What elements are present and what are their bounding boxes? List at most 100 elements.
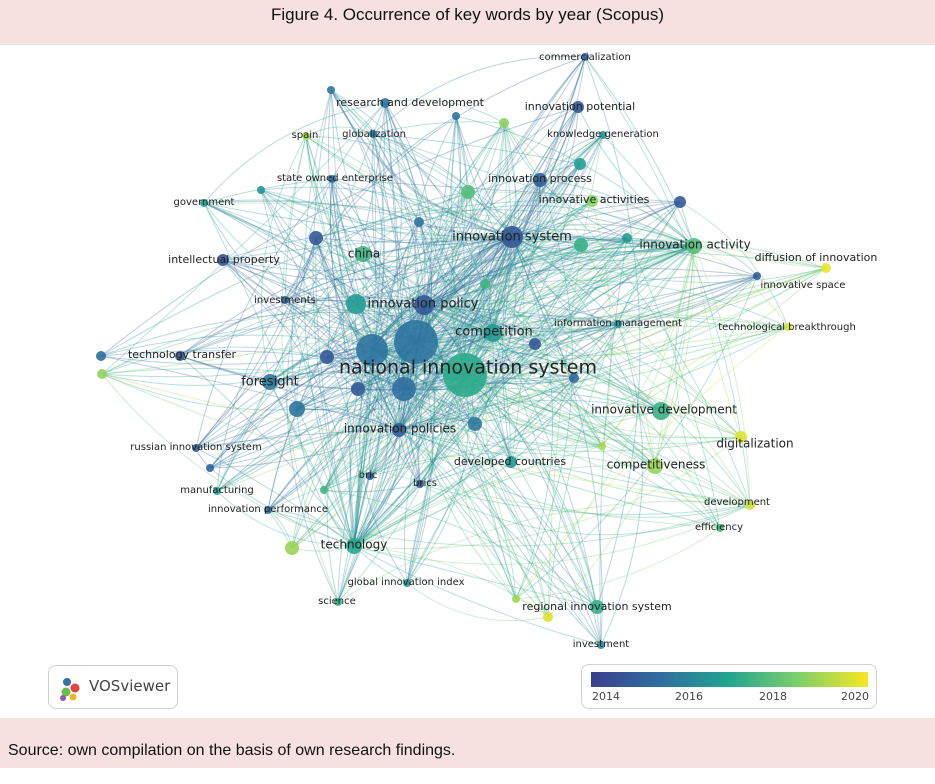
node-unlabeled[interactable] [309, 231, 323, 245]
node-technology[interactable] [346, 538, 362, 554]
node-technological-breakthrough[interactable] [784, 323, 792, 331]
node-unlabeled[interactable] [327, 86, 335, 94]
node-diffusion-of-innovation[interactable] [821, 263, 831, 273]
node-label-technology-transfer: technology transfer [128, 348, 236, 361]
node-unlabeled[interactable] [622, 233, 632, 243]
network-link [415, 244, 582, 343]
node-unlabeled[interactable] [289, 401, 305, 417]
network-link [464, 374, 751, 506]
node-commercialization[interactable] [581, 53, 589, 61]
node-unlabeled[interactable] [392, 377, 416, 401]
node-unlabeled[interactable] [499, 118, 509, 128]
network-link [515, 245, 695, 600]
node-unlabeled[interactable] [346, 294, 366, 314]
node-spain[interactable] [302, 132, 310, 140]
node-unlabeled[interactable] [674, 196, 686, 208]
node-manufacturing[interactable] [213, 487, 221, 495]
node-russian-innovation-system[interactable] [192, 444, 200, 452]
node-development[interactable] [745, 500, 755, 510]
node-china[interactable] [355, 246, 371, 262]
node-innovative-activities[interactable] [586, 195, 598, 207]
network-link [403, 323, 619, 391]
node-innovative-development[interactable] [652, 402, 670, 420]
node-unlabeled[interactable] [96, 351, 106, 361]
node-globalization[interactable] [369, 130, 377, 138]
node-unlabeled[interactable] [480, 279, 490, 289]
node-digitalization[interactable] [735, 431, 747, 443]
node-unlabeled[interactable] [529, 338, 541, 350]
network-link [464, 374, 742, 439]
network-link [423, 236, 513, 306]
node-investment[interactable] [597, 641, 605, 649]
network-link [179, 355, 400, 431]
network-link [403, 388, 602, 646]
node-innovation-potential[interactable] [572, 101, 584, 113]
node-unlabeled[interactable] [461, 185, 475, 199]
network-canvas[interactable]: national innovation system commercializat… [0, 45, 935, 718]
node-innovation-policies[interactable] [392, 423, 406, 437]
node-information-management[interactable] [614, 320, 622, 328]
network-link [100, 350, 328, 358]
node-label-research-and-development: research and development [336, 96, 485, 109]
node-unlabeled[interactable] [574, 238, 588, 252]
node-unlabeled[interactable] [468, 417, 482, 431]
node-unlabeled[interactable] [452, 112, 460, 120]
network-map[interactable]: national innovation system commercializat… [0, 45, 935, 718]
network-link [305, 135, 695, 248]
node-unlabeled[interactable] [543, 612, 553, 622]
node-intellectual-property[interactable] [217, 254, 229, 266]
node-regional-innovation-system[interactable] [590, 600, 604, 614]
node-unlabeled[interactable] [394, 320, 438, 364]
node-national-innovation-system[interactable] [443, 353, 487, 397]
node-bric[interactable] [366, 472, 374, 480]
node-unlabeled[interactable] [206, 464, 214, 472]
node-efficiency[interactable] [716, 524, 724, 532]
node-foresight[interactable] [262, 374, 278, 390]
node-unlabeled[interactable] [320, 486, 328, 494]
network-link [323, 237, 628, 491]
node-unlabeled[interactable] [257, 186, 265, 194]
node-innovation-process[interactable] [533, 173, 547, 187]
node-science[interactable] [334, 598, 342, 606]
node-competitiveness[interactable] [647, 458, 663, 474]
node-global-innovation-index[interactable] [403, 579, 411, 587]
node-innovation-system[interactable] [501, 226, 523, 248]
node-competition[interactable] [484, 324, 502, 342]
node-unlabeled[interactable] [414, 217, 424, 227]
node-unlabeled[interactable] [569, 373, 579, 383]
node-unlabeled[interactable] [320, 350, 334, 364]
network-link [403, 386, 662, 412]
node-brics[interactable] [416, 480, 424, 488]
node-unlabeled[interactable] [97, 369, 107, 379]
node-government[interactable] [200, 199, 208, 207]
network-link [415, 200, 593, 343]
network-link [511, 56, 586, 238]
node-research-and-development[interactable] [380, 98, 390, 108]
network-link [355, 236, 513, 305]
network-link [195, 237, 317, 449]
node-innovation-activity[interactable] [686, 238, 702, 254]
node-innovative-space[interactable] [753, 272, 761, 280]
network-link [474, 323, 619, 425]
network-link [406, 221, 436, 584]
node-unlabeled[interactable] [598, 442, 606, 450]
node-unlabeled[interactable] [351, 382, 365, 396]
node-investments[interactable] [281, 296, 289, 304]
node-unlabeled[interactable] [356, 334, 388, 366]
node-innovation-policy[interactable] [414, 295, 434, 315]
node-technology-transfer[interactable] [175, 351, 185, 361]
node-state-owned-enterprise[interactable] [328, 175, 336, 183]
node-unlabeled[interactable] [285, 541, 299, 555]
network-link [398, 429, 751, 518]
node-label-commercialization: commercialization [539, 52, 631, 63]
node-unlabeled[interactable] [574, 158, 586, 170]
network-link [284, 299, 400, 431]
network-link [539, 179, 628, 239]
node-developed-countries[interactable] [505, 456, 517, 468]
network-link [323, 429, 400, 491]
network-link [398, 122, 505, 431]
node-innovation-performance[interactable] [264, 506, 272, 514]
node-label-government: government [174, 197, 235, 208]
node-knowledge-generation[interactable] [599, 131, 607, 139]
node-unlabeled[interactable] [512, 595, 520, 603]
